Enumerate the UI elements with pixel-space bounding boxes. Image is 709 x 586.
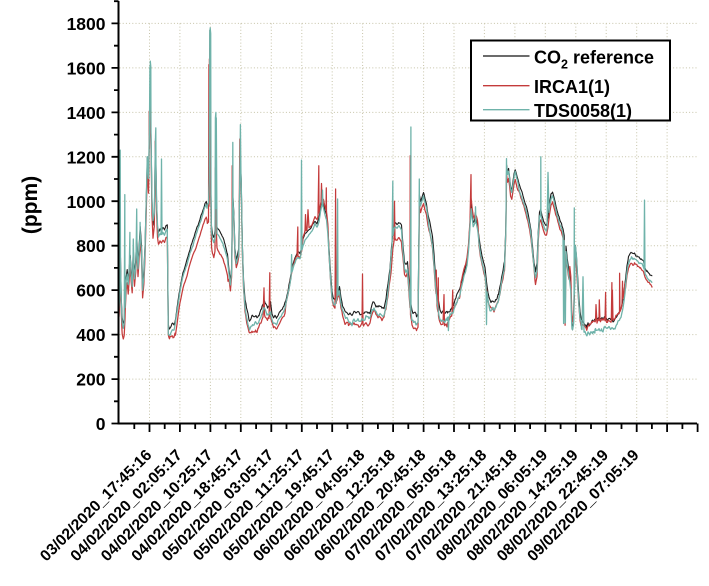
svg-text:1800: 1800 <box>67 14 106 34</box>
svg-text:0: 0 <box>96 414 106 434</box>
svg-text:800: 800 <box>76 236 105 256</box>
svg-text:(ppm): (ppm) <box>19 176 42 234</box>
svg-text:1200: 1200 <box>67 147 106 167</box>
svg-text:600: 600 <box>76 281 105 301</box>
svg-text:400: 400 <box>76 325 105 345</box>
svg-text:1400: 1400 <box>67 103 106 123</box>
svg-text:IRCA1(1): IRCA1(1) <box>534 77 610 97</box>
svg-text:1600: 1600 <box>67 58 106 78</box>
svg-text:TDS0058(1): TDS0058(1) <box>534 101 632 121</box>
svg-text:200: 200 <box>76 370 105 390</box>
svg-text:1000: 1000 <box>67 192 106 212</box>
